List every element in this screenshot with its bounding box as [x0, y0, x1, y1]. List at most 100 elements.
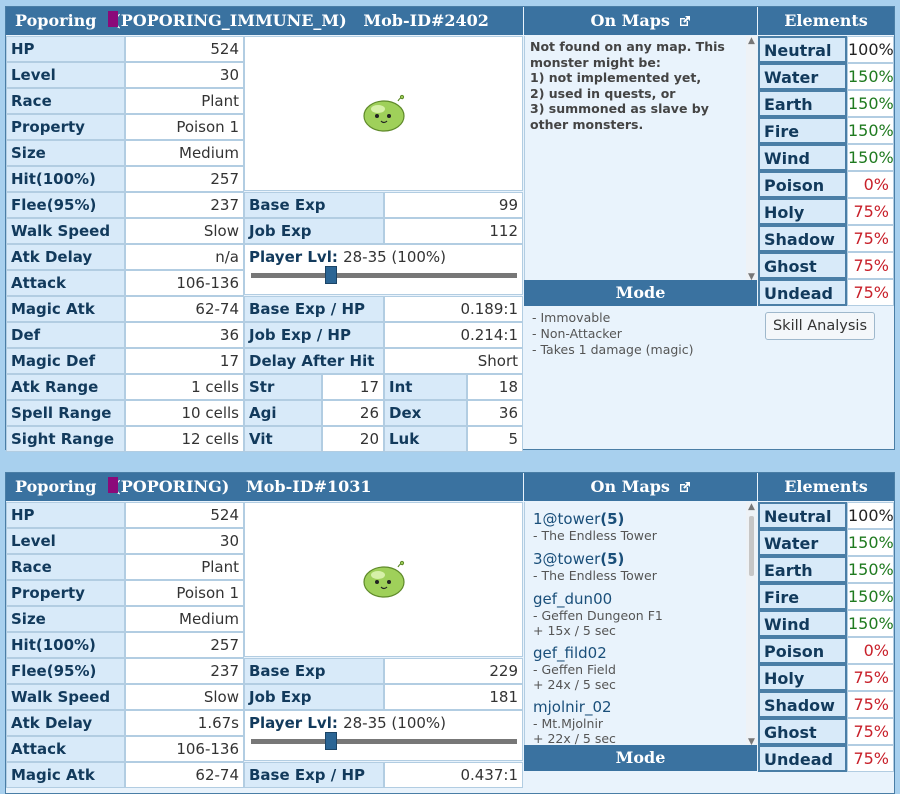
map-link[interactable]: 1@tower(5): [533, 510, 657, 528]
player-level-slider[interactable]: [251, 732, 517, 750]
skill-analysis-button[interactable]: Skill Analysis: [765, 312, 875, 340]
stat-label: Magic Atk: [6, 296, 125, 322]
map-code[interactable]: 1@tower: [533, 510, 601, 528]
stat-value: 524: [125, 36, 244, 62]
map-code[interactable]: 3@tower: [533, 550, 601, 568]
element-value: 75%: [847, 745, 894, 772]
element-value: 75%: [847, 198, 894, 225]
stat-value-text: 237: [210, 662, 239, 680]
stat-label: Atk Delay: [6, 244, 125, 270]
map-link[interactable]: gef_fild02: [533, 644, 616, 662]
external-link-icon[interactable]: [679, 15, 691, 27]
attr-value: 5: [467, 426, 523, 452]
element-value: 150%: [847, 583, 894, 610]
map-code[interactable]: gef_fild02: [533, 644, 607, 662]
stat-value-text: Poison 1: [176, 584, 239, 602]
stat-value: Medium: [125, 140, 244, 166]
monster-title: Poporing (POPORING_IMMUNE_M) Mob-ID#2402: [6, 7, 523, 35]
element-name: Undead: [758, 279, 847, 306]
maps-scrollbar[interactable]: ▲ ▼: [746, 36, 757, 282]
monster-sprite-box: [244, 36, 523, 191]
player-level-label: Player Lvl: 28-35 (100%): [249, 248, 447, 266]
element-name: Ghost: [758, 718, 847, 745]
element-value: 150%: [847, 529, 894, 556]
slider-handle[interactable]: [325, 266, 337, 284]
player-level-box: Player Lvl: 28-35 (100%): [244, 244, 523, 295]
map-link[interactable]: 3@tower(5): [533, 550, 657, 568]
external-link-icon[interactable]: [679, 481, 691, 493]
map-entry[interactable]: gef_dun00- Geffen Dungeon F1 + 15x / 5 se…: [533, 590, 663, 638]
element-value: 150%: [847, 556, 894, 583]
on-maps-label: On Maps: [590, 11, 670, 30]
element-name: Holy: [758, 664, 847, 691]
exp-value: 112: [384, 218, 523, 244]
stat-value-text: 36: [219, 326, 239, 344]
stat-value-text: 10 cells: [181, 404, 239, 422]
stat-value: 36: [125, 322, 244, 348]
stat-value: 106-136: [125, 736, 244, 762]
stat-label: Attack: [6, 270, 125, 296]
map-entry[interactable]: 3@tower(5) - The Endless Tower: [533, 550, 657, 583]
maps-list[interactable]: 1@tower(5) - The Endless Tower 3@tower(5) -…: [524, 502, 757, 747]
map-code[interactable]: mjolnir_02: [533, 698, 612, 716]
map-count: (5): [600, 550, 625, 568]
stat-value: 62-74: [125, 296, 244, 322]
attr-value: 17: [322, 374, 384, 400]
stat-value-text: Poison 1: [176, 118, 239, 136]
player-level-value: 28-35 (100%): [343, 248, 447, 266]
map-link[interactable]: gef_dun00: [533, 590, 663, 608]
poporing-sprite: [363, 560, 405, 598]
not-found-text: Not found on any map. This monster might…: [530, 39, 725, 132]
on-maps-label: On Maps: [590, 477, 670, 496]
exp-label: Base Exp / HP: [244, 296, 384, 322]
stat-value: n/a: [125, 244, 244, 270]
elements-header: Elements: [758, 7, 894, 35]
maps-scrollbar[interactable]: ▲ ▼: [746, 502, 757, 747]
stat-label: HP: [6, 502, 125, 528]
element-value: 150%: [847, 63, 894, 90]
attr-label: Int: [384, 374, 467, 400]
element-value: 75%: [847, 718, 894, 745]
poporing-sprite: [363, 94, 405, 132]
attr-label: Vit: [244, 426, 322, 452]
stat-value: 17: [125, 348, 244, 374]
map-link[interactable]: mjolnir_02: [533, 698, 616, 716]
map-code[interactable]: gef_dun00: [533, 590, 613, 608]
map-entry[interactable]: 1@tower(5) - The Endless Tower: [533, 510, 657, 543]
stat-value: 237: [125, 658, 244, 684]
mode-item: - Immovable: [532, 310, 611, 325]
slider-handle[interactable]: [325, 732, 337, 750]
attr-value: 26: [322, 400, 384, 426]
stat-value: 106-136: [125, 270, 244, 296]
player-level-slider[interactable]: [251, 266, 517, 284]
attr-value: 36: [467, 400, 523, 426]
mode-header: Mode: [524, 745, 757, 771]
stat-value: Medium: [125, 606, 244, 632]
maps-list[interactable]: Not found on any map. This monster might…: [524, 36, 757, 282]
element-name: Holy: [758, 198, 847, 225]
elements-header: Elements: [758, 473, 894, 501]
stat-value-text: 257: [210, 636, 239, 654]
stat-value: Slow: [125, 218, 244, 244]
attr-label: Agi: [244, 400, 322, 426]
map-entry[interactable]: gef_fild02- Geffen Field + 24x / 5 sec: [533, 644, 616, 692]
stat-value-text: Plant: [201, 92, 239, 110]
map-entry[interactable]: mjolnir_02- Mt.Mjolnir + 22x / 5 sec: [533, 698, 616, 746]
element-value: 75%: [847, 664, 894, 691]
element-value: 100%: [847, 502, 894, 529]
stat-value: 257: [125, 166, 244, 192]
stat-label: Size: [6, 140, 125, 166]
stat-value: 237: [125, 192, 244, 218]
stat-value: Poison 1: [125, 114, 244, 140]
stat-value: 1 cells: [125, 374, 244, 400]
monster-title: Poporing (POPORING) Mob-ID#1031: [6, 473, 523, 501]
exp-value: 229: [384, 658, 523, 684]
stat-label: Walk Speed: [6, 684, 125, 710]
element-value: 150%: [847, 610, 894, 637]
on-maps-header[interactable]: On Maps: [524, 473, 757, 501]
stat-value-text: Slow: [203, 222, 239, 240]
stat-value-text: 1.67s: [197, 714, 239, 732]
element-value: 0%: [847, 637, 894, 664]
on-maps-header[interactable]: On Maps: [524, 7, 757, 35]
map-spawn: + 22x / 5 sec: [533, 731, 616, 746]
